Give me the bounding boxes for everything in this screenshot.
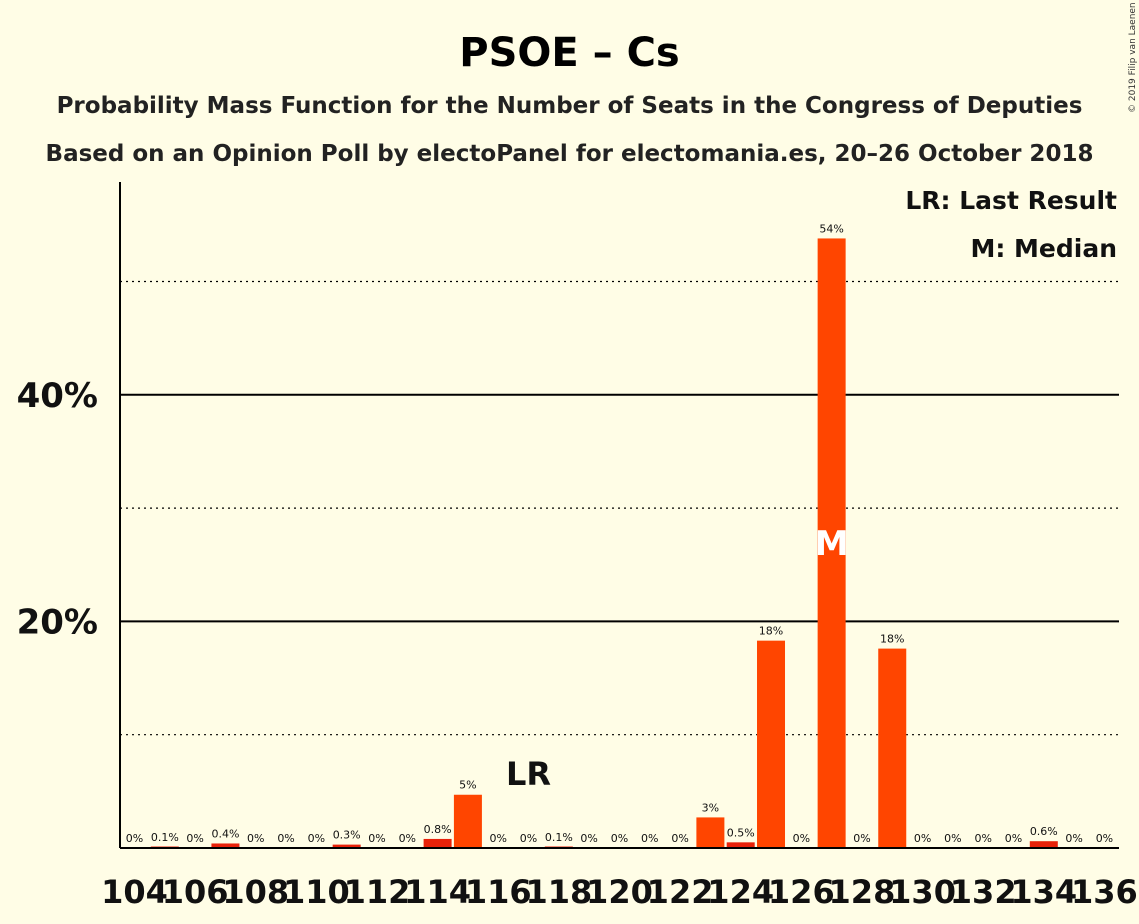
data-label-124: 0.5% — [727, 826, 755, 839]
x-tick-112: 112 — [344, 873, 411, 911]
data-label-121: 0% — [641, 832, 658, 845]
data-label-131: 0% — [944, 832, 961, 845]
data-label-136: 0% — [1096, 832, 1113, 845]
data-label-110: 0% — [308, 832, 325, 845]
bar-129 — [878, 648, 907, 848]
bar-127 — [817, 238, 846, 849]
data-label-133: 0% — [1005, 832, 1022, 845]
last-result-marker: LR — [506, 755, 551, 793]
data-label-127: 54% — [819, 222, 843, 235]
bar-107 — [211, 843, 240, 848]
x-tick-134: 134 — [1010, 873, 1077, 911]
data-label-126: 0% — [793, 832, 810, 845]
data-label-109: 0% — [277, 832, 294, 845]
data-label-129: 18% — [880, 633, 904, 646]
x-tick-114: 114 — [404, 873, 471, 911]
x-tick-110: 110 — [283, 873, 350, 911]
x-tick-116: 116 — [465, 873, 532, 911]
legend-last-result: LR: Last Result — [905, 186, 1117, 215]
copyright-note: © 2019 Filip van Laenen — [1128, 2, 1138, 113]
grid-lines — [120, 280, 1119, 736]
data-label-125: 18% — [759, 625, 783, 638]
x-tick-126: 126 — [768, 873, 835, 911]
x-tick-labels: 1041061081101121141161181201221241261281… — [101, 873, 1138, 911]
x-tick-104: 104 — [101, 873, 168, 911]
data-label-112: 0% — [368, 832, 385, 845]
bar-115 — [453, 794, 482, 848]
y-tick-20: 20% — [17, 602, 98, 642]
data-label-118: 0.1% — [545, 831, 573, 844]
x-tick-132: 132 — [950, 873, 1017, 911]
x-tick-136: 136 — [1071, 873, 1138, 911]
x-tick-106: 106 — [162, 873, 229, 911]
data-label-122: 0% — [671, 832, 688, 845]
data-label-111: 0.3% — [333, 829, 361, 842]
y-tick-labels: 20% 40% — [17, 376, 98, 643]
y-tick-40: 40% — [17, 376, 98, 416]
data-label-123: 3% — [702, 801, 719, 814]
data-label-106: 0% — [186, 832, 203, 845]
data-label-120: 0% — [611, 832, 628, 845]
legend-median: M: Median — [970, 234, 1117, 263]
bar-111 — [332, 844, 361, 848]
bars-group — [150, 238, 1058, 849]
bar-125 — [757, 640, 786, 848]
bar-124 — [726, 842, 755, 848]
data-label-108: 0% — [247, 832, 264, 845]
x-tick-124: 124 — [707, 873, 774, 911]
x-tick-130: 130 — [889, 873, 956, 911]
data-label-130: 0% — [914, 832, 931, 845]
x-tick-118: 118 — [525, 873, 592, 911]
chart-subtitle-2: Based on an Opinion Poll by electoPanel … — [46, 141, 1094, 167]
bar-134 — [1029, 841, 1058, 848]
data-label-119: 0% — [580, 832, 597, 845]
data-label-135: 0% — [1065, 832, 1082, 845]
data-label-113: 0% — [399, 832, 416, 845]
data-label-107: 0.4% — [211, 827, 239, 840]
bar-114 — [423, 838, 452, 848]
bar-123 — [696, 817, 725, 848]
x-tick-108: 108 — [222, 873, 289, 911]
data-label-115: 5% — [459, 779, 476, 792]
x-tick-128: 128 — [829, 873, 896, 911]
data-label-116: 0% — [489, 832, 506, 845]
data-label-117: 0% — [520, 832, 537, 845]
data-label-132: 0% — [974, 832, 991, 845]
data-label-104: 0% — [126, 832, 143, 845]
data-label-105: 0.1% — [151, 831, 179, 844]
chart-title: PSOE – Cs — [459, 30, 679, 76]
data-label-128: 0% — [853, 832, 870, 845]
chart-subtitle-1: Probability Mass Function for the Number… — [57, 93, 1083, 119]
data-labels-group: 0% 0.1% 0% 0.4% 0% 0% 0% 0.3% 0% 0% 0.8% 5% 0% 0% 0.1%… — [126, 222, 1113, 845]
x-tick-120: 120 — [586, 873, 653, 911]
data-label-134: 0.6% — [1030, 825, 1058, 838]
median-marker: M — [815, 524, 849, 564]
data-label-114: 0.8% — [424, 823, 452, 836]
x-tick-122: 122 — [647, 873, 714, 911]
